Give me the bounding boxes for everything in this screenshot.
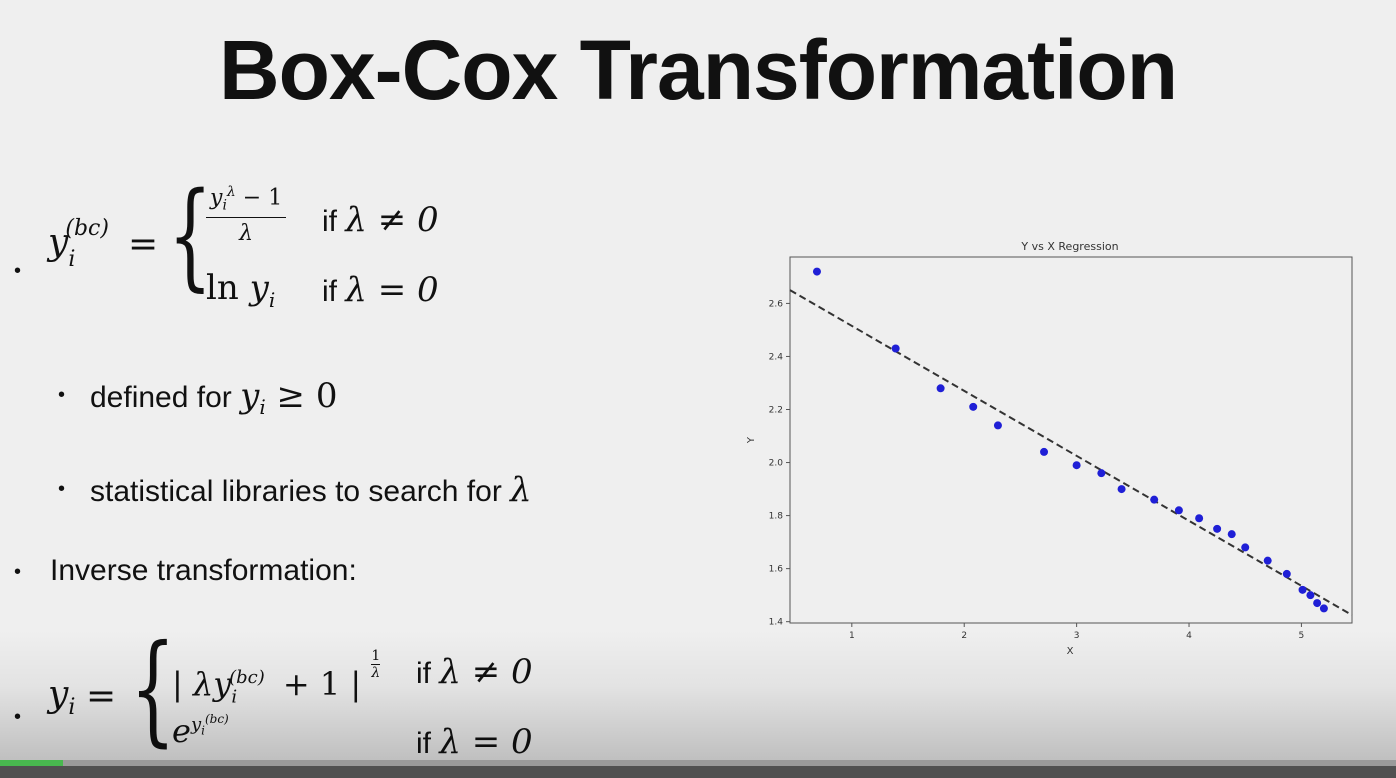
slide-title: Box-Cox Transformation xyxy=(218,23,1178,117)
eq1-case1-condition: if λ ≠ 0 xyxy=(322,200,439,240)
data-point xyxy=(993,421,1002,430)
eq2-lhs: yi xyxy=(48,674,76,721)
data-point xyxy=(1227,530,1236,539)
data-point xyxy=(1097,469,1106,478)
regression-line xyxy=(789,289,1353,616)
eq2-case2-expr: eyi(bc) xyxy=(172,712,229,750)
data-points xyxy=(812,267,1328,613)
data-point xyxy=(1298,585,1307,594)
y-tick-label: 1.6 xyxy=(769,565,784,575)
data-point xyxy=(969,402,978,411)
data-point xyxy=(1319,604,1328,613)
data-point xyxy=(891,344,900,353)
eq1-case1-fraction: yiλ − 1 λ xyxy=(206,184,287,246)
eq1-equals: = xyxy=(128,224,159,265)
bullet-dot-5: • xyxy=(14,706,22,728)
data-point xyxy=(1195,514,1204,523)
y-tick-label: 2.0 xyxy=(769,459,784,469)
data-point xyxy=(1282,569,1291,578)
data-point xyxy=(1150,495,1159,504)
x-tick-label: 3 xyxy=(1074,631,1080,641)
data-point xyxy=(1263,556,1272,565)
y-tick-label: 2.2 xyxy=(769,406,783,416)
bullet-dot-1: • xyxy=(14,260,22,282)
video-progress-fill xyxy=(0,760,63,766)
bullet-dot-2: • xyxy=(58,384,66,406)
eq1-brace: { xyxy=(168,168,213,303)
y-tick-label: 1.8 xyxy=(769,512,784,522)
bullet-inverse-transformation: Inverse transformation: xyxy=(50,554,357,587)
y-tick-label: 2.6 xyxy=(769,299,784,309)
plot-area xyxy=(789,256,1353,624)
x-tick-label: 5 xyxy=(1299,631,1305,641)
eq2-case1-condition: if λ ≠ 0 xyxy=(416,652,533,692)
x-tick-label: 1 xyxy=(849,631,855,641)
data-point xyxy=(936,384,945,393)
data-point xyxy=(1174,506,1183,515)
y-tick-label: 1.4 xyxy=(769,618,784,628)
y-tick-label: 2.4 xyxy=(769,352,784,362)
x-tick-label: 2 xyxy=(961,631,967,641)
bullet-dot-4: • xyxy=(14,561,22,583)
data-point xyxy=(1040,447,1049,456)
eq2-case2-condition: if λ = 0 xyxy=(416,722,533,762)
y-axis-label: Y xyxy=(746,436,757,444)
video-control-strip xyxy=(0,766,1396,778)
eq2-brace: { xyxy=(130,620,176,759)
bullet-dot-3: • xyxy=(58,478,66,500)
y-axis-ticks: 1.4 1.6 1.8 2.0 2.2 2.4 2.6 xyxy=(769,299,790,628)
video-progress-bar[interactable] xyxy=(0,760,1396,766)
regression-chart: Y vs X Regression 1.41.61.82.02.22.42.6 … xyxy=(746,240,1353,657)
data-point xyxy=(1117,485,1126,494)
eq2-equals: = xyxy=(86,676,117,717)
x-tick-label: 4 xyxy=(1186,631,1192,641)
eq1-lhs: yi(bc) xyxy=(48,216,109,273)
x-axis-ticks: 1 2 3 4 5 xyxy=(849,623,1304,641)
data-point xyxy=(1313,599,1322,608)
eq2-case1-expr: | λyi(bc) + 1 | 1 λ xyxy=(172,648,381,708)
eq1-case2-expr: ln yi xyxy=(206,268,276,312)
x-axis-label: X xyxy=(1067,646,1074,657)
sub-bullet-defined-for: defined for yi ≥ 0 xyxy=(90,376,338,419)
data-point xyxy=(1072,461,1081,470)
data-point xyxy=(812,267,821,276)
data-point xyxy=(1241,543,1250,552)
data-point xyxy=(1213,524,1222,533)
eq1-case2-condition: if λ = 0 xyxy=(322,270,439,310)
data-point xyxy=(1306,591,1315,600)
chart-title: Y vs X Regression xyxy=(1020,240,1118,253)
sub-bullet-statistical-libraries: statistical libraries to search for λ xyxy=(90,470,532,510)
